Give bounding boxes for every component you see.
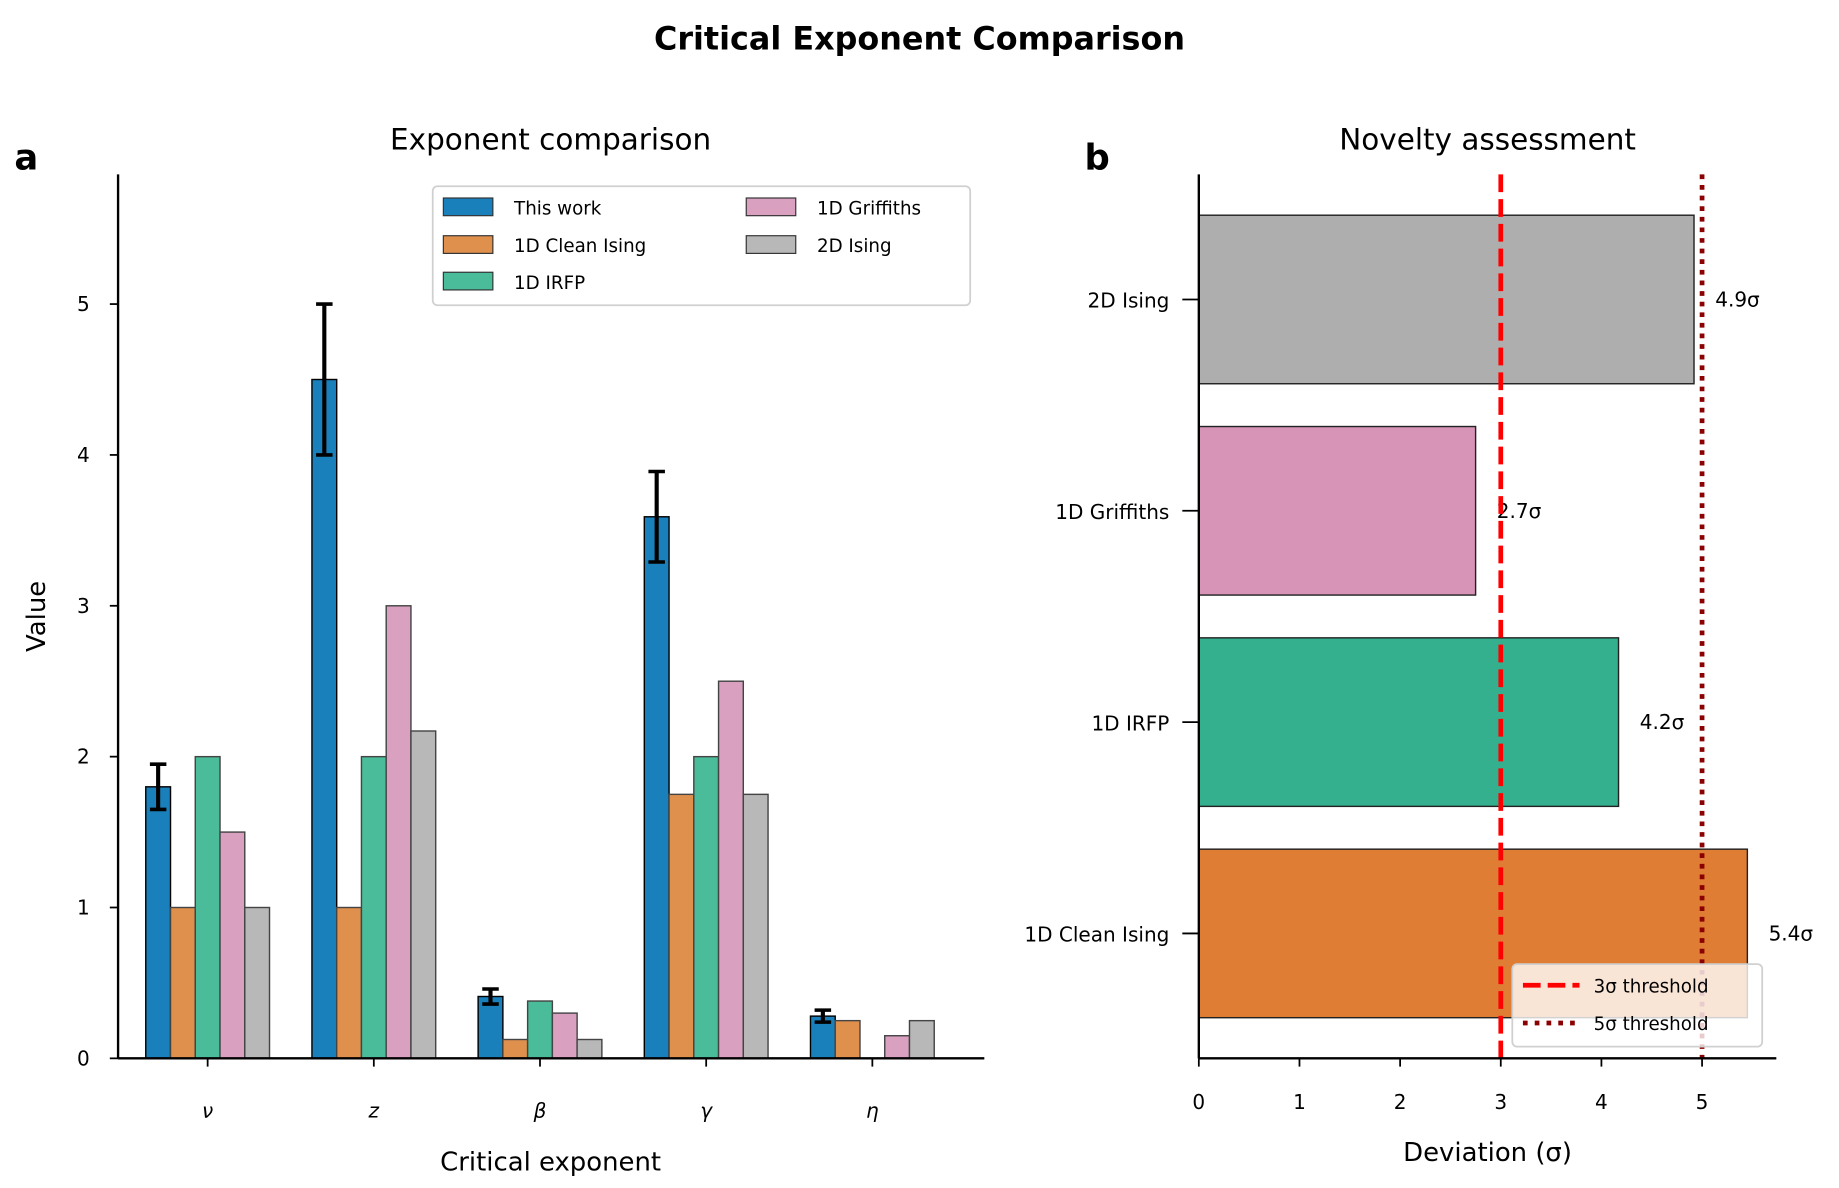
panel-a: a Exponent comparison Critical exponent … <box>14 123 985 1177</box>
x-tick-label: 3 <box>1494 1090 1507 1114</box>
x-tick-label: η <box>866 1098 879 1122</box>
y-tick-label: 3 <box>77 594 90 618</box>
panel-b-ticks: 0 1 2 3 4 5 1D Clean Ising 1D IRFP 1D Griffiths 2… <box>1024 289 1708 1114</box>
legend-label: 1D Griffiths <box>817 199 921 220</box>
bar-3-3 <box>717 680 745 1060</box>
bar-2-1 <box>360 755 387 1060</box>
x-tick-label: 1 <box>1293 1090 1306 1114</box>
panel-a-title: Exponent comparison <box>390 123 711 157</box>
legend-label: 3σ threshold <box>1594 976 1709 997</box>
x-tick-label: 4 <box>1595 1090 1608 1114</box>
bar-0-3 <box>643 516 670 1060</box>
bar-4-4 <box>908 1019 935 1060</box>
bar-3-1 <box>385 605 412 1060</box>
bar-4-3 <box>742 793 769 1060</box>
bar-4-2 <box>576 1038 603 1060</box>
panel-a-ylabel: Value <box>22 581 52 652</box>
bar-0-1 <box>311 378 338 1060</box>
legend-swatch <box>745 197 797 217</box>
legend-label: 1D Clean Ising <box>514 236 646 257</box>
bar-1-4 <box>834 1019 861 1060</box>
panel-label-b: b <box>1085 138 1110 179</box>
bar-2-3 <box>693 755 720 1060</box>
legend-label: 2D Ising <box>817 236 892 257</box>
y-tick-label: 1D Griffiths <box>1055 500 1169 524</box>
legend-swatch <box>442 197 494 217</box>
bar-2-0 <box>194 755 221 1060</box>
x-tick-label: z <box>368 1098 380 1122</box>
x-tick-label: ν <box>202 1098 213 1122</box>
x-tick-label: 5 <box>1696 1090 1709 1114</box>
panel-b: b Novelty assessment Deviation (σ) 5.4σ 4… <box>1024 123 1813 1168</box>
bar-2 <box>1198 425 1477 596</box>
bar-4-0 <box>244 906 271 1060</box>
panel-b-title: Novelty assessment <box>1339 123 1636 157</box>
panel-a-xlabel: Critical exponent <box>440 1147 661 1177</box>
y-tick-label: 1D Clean Ising <box>1024 923 1169 947</box>
value-label: 2.7σ <box>1497 499 1542 523</box>
panel-label-a: a <box>14 138 38 179</box>
panel-a-bars <box>145 302 935 1060</box>
panel-b-bars: 5.4σ 4.2σ 2.7σ 4.9σ <box>1198 214 1814 1019</box>
legend-swatch <box>745 235 797 254</box>
legend-label: 1D IRFP <box>514 273 585 294</box>
bar-3-0 <box>219 831 246 1060</box>
figure-title: Critical Exponent Comparison <box>654 20 1185 58</box>
bar-1-1 <box>335 906 363 1060</box>
panel-b-legend: 3σ threshold 5σ threshold <box>1511 963 1764 1048</box>
panel-a-ticks: 0 1 2 3 4 5 ν z β γ η <box>77 292 879 1122</box>
x-tick-label: γ <box>700 1098 713 1122</box>
x-tick-label: 0 <box>1192 1090 1205 1114</box>
bar-0-0 <box>145 786 172 1060</box>
bar-1-2 <box>502 1038 529 1060</box>
y-tick-label: 0 <box>77 1046 90 1070</box>
bar-2-2 <box>526 1000 554 1060</box>
bar-1-3 <box>668 793 695 1060</box>
legend-label: This work <box>513 199 602 220</box>
bar-4-1 <box>410 730 437 1060</box>
bar-3 <box>1198 214 1695 385</box>
y-tick-label: 2 <box>77 745 90 769</box>
x-tick-label: 2 <box>1394 1090 1407 1114</box>
y-tick-label: 5 <box>77 292 90 316</box>
legend-label: 5σ threshold <box>1594 1014 1709 1035</box>
x-tick-label: β <box>533 1098 547 1122</box>
bar-3-4 <box>884 1035 911 1060</box>
panel-b-xlabel: Deviation (σ) <box>1403 1138 1572 1168</box>
legend-swatch <box>442 235 494 254</box>
legend-swatch <box>442 271 494 291</box>
panel-b-reference-lines <box>1498 174 1705 1059</box>
bar-3-2 <box>551 1012 578 1060</box>
bar-1-0 <box>169 906 196 1060</box>
panel-a-legend: This work 1D Clean Ising 1D IRFP 1D Griffit… <box>431 185 972 307</box>
y-tick-label: 2D Ising <box>1088 289 1170 313</box>
y-tick-label: 4 <box>77 443 90 467</box>
value-label: 5.4σ <box>1769 922 1814 946</box>
y-tick-label: 1 <box>77 896 90 920</box>
value-label: 4.9σ <box>1715 288 1760 312</box>
value-label: 4.2σ <box>1640 710 1685 734</box>
bar-1 <box>1198 637 1620 808</box>
y-tick-label: 1D IRFP <box>1091 711 1169 735</box>
